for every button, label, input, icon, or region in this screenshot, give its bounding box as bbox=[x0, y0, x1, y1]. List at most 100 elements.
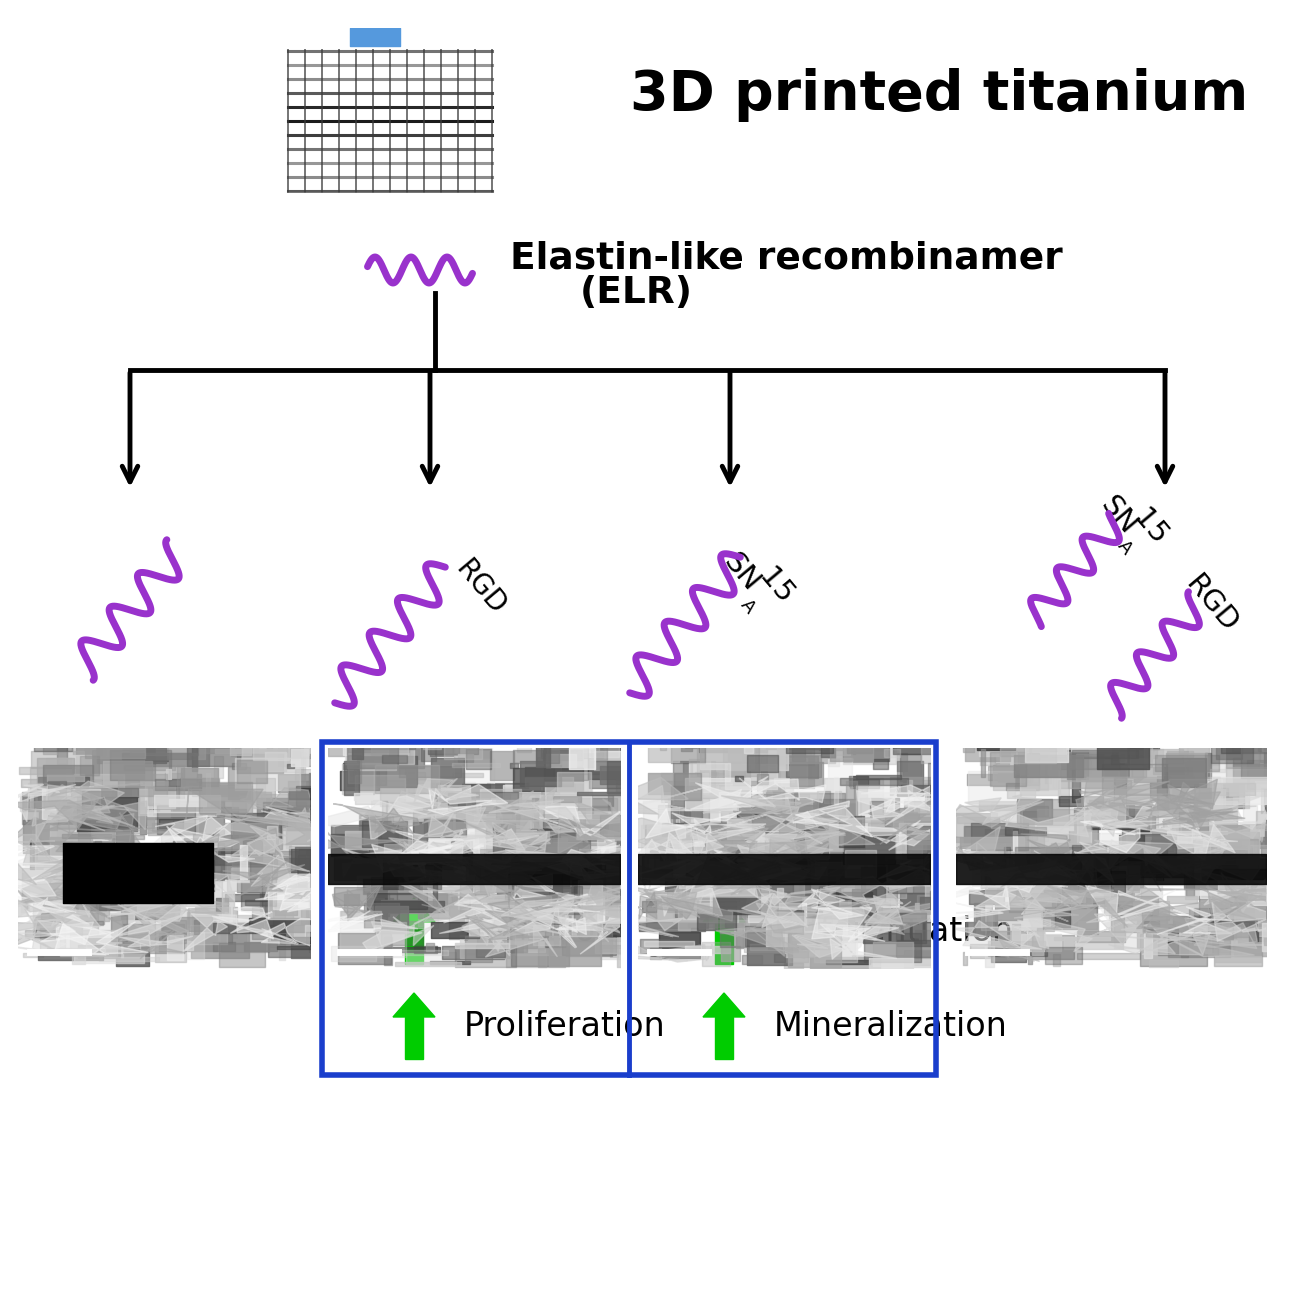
Polygon shape bbox=[464, 809, 549, 843]
Polygon shape bbox=[887, 869, 970, 902]
Polygon shape bbox=[1121, 902, 1209, 937]
Polygon shape bbox=[1204, 873, 1299, 907]
Polygon shape bbox=[562, 842, 652, 879]
Polygon shape bbox=[186, 825, 281, 861]
Polygon shape bbox=[1212, 889, 1270, 918]
Polygon shape bbox=[1009, 850, 1087, 886]
Polygon shape bbox=[527, 876, 600, 912]
Polygon shape bbox=[556, 917, 633, 953]
Polygon shape bbox=[60, 892, 125, 926]
Polygon shape bbox=[538, 807, 625, 842]
Polygon shape bbox=[217, 808, 310, 837]
Polygon shape bbox=[95, 847, 162, 885]
Text: 15: 15 bbox=[1122, 495, 1173, 548]
Polygon shape bbox=[105, 930, 186, 959]
Polygon shape bbox=[701, 869, 791, 908]
Polygon shape bbox=[149, 816, 231, 848]
Polygon shape bbox=[853, 900, 911, 938]
Polygon shape bbox=[477, 812, 548, 846]
Polygon shape bbox=[10, 899, 75, 934]
Polygon shape bbox=[714, 860, 776, 895]
Polygon shape bbox=[721, 796, 814, 831]
Polygon shape bbox=[212, 907, 274, 939]
Polygon shape bbox=[1108, 924, 1203, 953]
Polygon shape bbox=[733, 777, 826, 805]
Polygon shape bbox=[1029, 916, 1092, 952]
Polygon shape bbox=[361, 796, 433, 820]
Polygon shape bbox=[130, 876, 217, 911]
Polygon shape bbox=[675, 814, 766, 848]
Polygon shape bbox=[1005, 807, 1094, 837]
Text: A: A bbox=[1115, 536, 1135, 559]
Polygon shape bbox=[390, 859, 478, 878]
Polygon shape bbox=[951, 920, 1047, 950]
Polygon shape bbox=[0, 917, 69, 951]
Polygon shape bbox=[101, 872, 169, 896]
Polygon shape bbox=[88, 813, 168, 846]
Polygon shape bbox=[1200, 883, 1289, 918]
Polygon shape bbox=[486, 820, 573, 846]
Polygon shape bbox=[1146, 779, 1217, 812]
Polygon shape bbox=[716, 903, 804, 937]
Polygon shape bbox=[431, 840, 514, 876]
Polygon shape bbox=[711, 846, 805, 883]
Polygon shape bbox=[763, 831, 846, 864]
Polygon shape bbox=[492, 866, 553, 898]
Polygon shape bbox=[951, 844, 1005, 869]
Polygon shape bbox=[681, 825, 759, 864]
Polygon shape bbox=[0, 846, 66, 874]
Polygon shape bbox=[264, 872, 349, 899]
Polygon shape bbox=[1083, 798, 1155, 831]
Polygon shape bbox=[108, 887, 188, 921]
Polygon shape bbox=[608, 777, 688, 814]
Polygon shape bbox=[705, 803, 796, 833]
Text: SN: SN bbox=[1095, 491, 1142, 540]
Polygon shape bbox=[1137, 907, 1233, 934]
Polygon shape bbox=[566, 905, 650, 942]
Polygon shape bbox=[166, 826, 255, 863]
Polygon shape bbox=[1043, 882, 1134, 914]
Polygon shape bbox=[101, 891, 186, 921]
Polygon shape bbox=[866, 860, 961, 887]
Polygon shape bbox=[1189, 798, 1274, 829]
Polygon shape bbox=[792, 801, 873, 837]
Polygon shape bbox=[186, 790, 264, 822]
Polygon shape bbox=[40, 807, 129, 830]
Polygon shape bbox=[640, 818, 731, 855]
Polygon shape bbox=[468, 853, 542, 878]
Polygon shape bbox=[566, 868, 660, 904]
Polygon shape bbox=[503, 831, 551, 868]
Polygon shape bbox=[856, 821, 948, 851]
Polygon shape bbox=[0, 922, 56, 957]
Polygon shape bbox=[1079, 781, 1169, 814]
Polygon shape bbox=[1081, 820, 1141, 852]
Polygon shape bbox=[1212, 903, 1299, 942]
Polygon shape bbox=[405, 922, 423, 964]
Polygon shape bbox=[629, 864, 703, 891]
Polygon shape bbox=[714, 843, 801, 881]
Polygon shape bbox=[1011, 870, 1104, 899]
Polygon shape bbox=[792, 927, 856, 957]
Polygon shape bbox=[769, 860, 860, 895]
Polygon shape bbox=[690, 778, 776, 809]
Polygon shape bbox=[485, 788, 565, 814]
Polygon shape bbox=[798, 889, 864, 920]
Text: (ELR): (ELR) bbox=[579, 275, 692, 310]
Polygon shape bbox=[45, 781, 125, 813]
Polygon shape bbox=[664, 853, 759, 882]
Polygon shape bbox=[399, 864, 479, 902]
Polygon shape bbox=[334, 804, 420, 834]
Polygon shape bbox=[872, 898, 966, 934]
Polygon shape bbox=[112, 844, 175, 879]
Polygon shape bbox=[685, 824, 768, 861]
Text: 3D printed titanium: 3D printed titanium bbox=[630, 68, 1248, 122]
Polygon shape bbox=[916, 885, 1009, 917]
Polygon shape bbox=[718, 830, 798, 861]
Polygon shape bbox=[21, 900, 113, 938]
Polygon shape bbox=[1024, 866, 1096, 904]
Polygon shape bbox=[396, 788, 479, 816]
Polygon shape bbox=[1021, 834, 1070, 866]
Text: 15: 15 bbox=[748, 553, 799, 607]
Text: Proliferation: Proliferation bbox=[464, 1009, 666, 1043]
Polygon shape bbox=[372, 843, 464, 877]
